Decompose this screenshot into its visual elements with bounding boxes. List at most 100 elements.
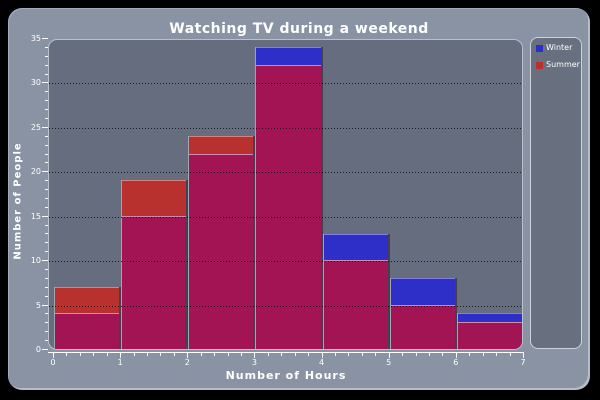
summer-swatch-icon (536, 61, 543, 69)
gridline-y-35 (49, 39, 522, 40)
y-tick-22 (44, 153, 48, 155)
x-tick-4.8 (375, 353, 377, 356)
y-tick-0 (42, 349, 48, 350)
x-tick-5.4 (415, 353, 417, 356)
bar-overlap (323, 260, 388, 349)
bar-overlap (122, 215, 187, 349)
y-tick-label-5: 5 (35, 300, 41, 310)
winter-swatch-icon (536, 44, 543, 52)
y-tick-7 (44, 286, 48, 288)
x-tick-1.2 (133, 353, 135, 356)
y-tick-label-15: 15 (30, 211, 41, 221)
x-tick-2.8 (241, 353, 242, 356)
x-tick-1.6 (160, 353, 162, 356)
legend-box: Winter Summer (530, 37, 582, 349)
x-tick-6 (455, 353, 457, 358)
y-tick-6 (44, 295, 48, 297)
bar-overlap (256, 64, 321, 349)
y-tick-32 (44, 64, 48, 66)
x-tick-6.6 (496, 353, 498, 356)
y-tick-18 (44, 189, 48, 191)
y-tick-21 (44, 162, 48, 164)
bar-overlap (189, 153, 254, 349)
x-tick-6.8 (509, 353, 511, 356)
y-tick-34 (44, 46, 48, 48)
x-tick-6.4 (482, 353, 484, 356)
x-tick-6.2 (469, 353, 471, 356)
gridline-y-25 (49, 127, 522, 129)
x-tick-5.6 (429, 353, 430, 356)
y-tick-label-20: 20 (30, 167, 41, 177)
y-tick-3 (44, 322, 48, 324)
y-tick-27 (44, 109, 48, 111)
y-axis-title: Number of People (12, 142, 24, 260)
x-tick-3.6 (294, 353, 296, 356)
bar-bin-0-1 (54, 286, 122, 349)
x-tick-5.2 (402, 353, 404, 356)
y-tick-24 (44, 135, 48, 137)
chart-title: Watching TV during a weekend (169, 21, 429, 37)
x-tick-1 (120, 353, 122, 358)
gridline-y-10 (49, 261, 522, 263)
x-tick-label-0: 0 (50, 358, 56, 367)
y-tick-26 (44, 117, 48, 119)
gridline-y-5 (49, 305, 522, 307)
x-tick-label-1: 1 (117, 358, 123, 367)
bar-bin-6-7 (456, 313, 522, 349)
x-tick-label-3: 3 (251, 358, 257, 367)
x-tick-0.2 (66, 353, 68, 356)
x-tick-7 (523, 353, 524, 358)
bar-bin-1-2 (121, 180, 189, 349)
y-tick-13 (44, 233, 48, 235)
x-tick-2.2 (200, 353, 202, 356)
y-tick-17 (44, 197, 48, 199)
bar-bin-4-5 (322, 233, 390, 349)
x-tick-1.4 (147, 353, 148, 356)
gridline-y-15 (49, 216, 522, 218)
x-tick-3 (254, 353, 256, 358)
bar-overlap (55, 313, 120, 349)
y-tick-15 (42, 215, 48, 217)
x-tick-label-2: 2 (184, 358, 190, 367)
y-tick-label-0: 0 (35, 345, 41, 354)
bar-overlap (390, 304, 455, 349)
y-tick-8 (44, 277, 48, 279)
y-tick-5 (42, 304, 48, 306)
y-tick-14 (44, 224, 48, 226)
y-tick-33 (44, 55, 48, 57)
plot-area (48, 39, 523, 350)
x-axis-title: Number of Hours (225, 369, 347, 382)
x-tick-4 (321, 353, 323, 358)
x-axis-line (48, 352, 524, 353)
y-tick-1 (44, 340, 48, 342)
x-tick-2.4 (214, 353, 216, 356)
y-tick-9 (44, 269, 48, 271)
y-tick-label-35: 35 (30, 34, 41, 43)
x-tick-label-6: 6 (453, 358, 459, 367)
y-tick-25 (42, 126, 48, 128)
bar-bin-5-6 (389, 277, 457, 349)
gridline-y-30 (49, 83, 522, 85)
y-tick-35 (42, 38, 48, 39)
y-tick-2 (44, 331, 48, 333)
y-tick-12 (44, 242, 48, 244)
x-tick-3.8 (308, 353, 310, 356)
legend-item-winter: Winter (536, 44, 581, 52)
bar-bin-2-3 (188, 135, 256, 349)
y-tick-label-30: 30 (30, 78, 41, 88)
x-tick-5.8 (442, 353, 444, 356)
y-tick-31 (44, 73, 48, 75)
x-tick-1.8 (173, 353, 175, 356)
legend-label-summer: Summer (546, 60, 580, 69)
x-tick-4.4 (348, 353, 350, 356)
gridline-y-20 (49, 172, 522, 174)
bar-bin-3-4 (255, 46, 323, 349)
x-tick-label-7: 7 (520, 358, 526, 367)
y-tick-29 (44, 91, 48, 93)
y-tick-11 (44, 251, 48, 253)
x-tick-2.6 (227, 353, 229, 356)
y-tick-4 (44, 313, 48, 315)
y-tick-23 (44, 144, 48, 146)
x-tick-label-5: 5 (386, 358, 392, 367)
